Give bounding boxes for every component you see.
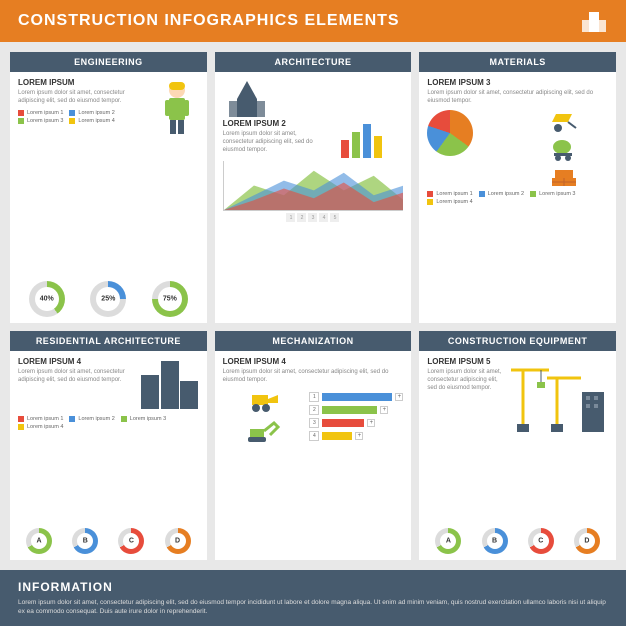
donut: 25%: [90, 281, 126, 317]
donut: 40%: [29, 281, 65, 317]
ring-C: C: [528, 528, 554, 554]
ring-C: C: [118, 528, 144, 554]
card-head: ENGINEERING: [10, 52, 207, 72]
hbar-row: 3+: [309, 418, 403, 428]
footer-title: INFORMATION: [18, 580, 608, 594]
card-equipment: CONSTRUCTION EQUIPMENT LOREM IPSUM 5 Lor…: [419, 331, 616, 560]
legend-item: Lorem ipsum 3: [121, 416, 166, 422]
legend-item: Lorem ipsum 3: [530, 191, 575, 197]
area-chart: [223, 161, 404, 211]
card-head: MATERIALS: [419, 52, 616, 72]
card-title: LOREM IPSUM 2: [223, 119, 317, 128]
building-icon: [580, 10, 608, 32]
donut-row: 40% 25% 75%: [18, 281, 199, 317]
excavator-icon: [246, 419, 282, 443]
card-head: CONSTRUCTION EQUIPMENT: [419, 331, 616, 351]
x-tick: 4: [319, 213, 328, 222]
mixer-icon: [550, 137, 578, 161]
pie-chart: [427, 110, 473, 156]
skyscraper-icon: [223, 81, 271, 117]
card-text: Lorem ipsum dolor sit amet, consectetur …: [427, 369, 506, 392]
x-tick: 5: [330, 213, 339, 222]
legend-item: Lorem ipsum 2: [69, 416, 114, 422]
legend-item: Lorem ipsum 4: [69, 118, 114, 124]
card-head: RESIDENTIAL ARCHITECTURE: [10, 331, 207, 351]
cards-grid: ENGINEERING LOREM IPSUM Lorem ipsum dolo…: [0, 42, 626, 570]
card-title: LOREM IPSUM 4: [223, 357, 404, 366]
legend: Lorem ipsum 1 Lorem ipsum 2 Lorem ipsum 3 L…: [18, 416, 199, 430]
buildings-viz: [141, 361, 199, 409]
card-text: Lorem ipsum dolor sit amet, consectetur …: [223, 131, 317, 154]
x-tick: 2: [297, 213, 306, 222]
ring-D: D: [165, 528, 191, 554]
hbar-row: 1+: [309, 392, 403, 402]
footer-text: Lorem ipsum dolor sit amet, consectetur …: [18, 598, 608, 616]
legend: Lorem ipsum 1 Lorem ipsum 2 Lorem ipsum 3 L…: [427, 191, 608, 205]
bricks-icon: [550, 164, 578, 188]
bar: [363, 124, 371, 158]
card-title: LOREM IPSUM 3: [427, 78, 608, 87]
card-text: Lorem ipsum dolor sit amet, consectetur …: [223, 369, 404, 385]
legend-item: Lorem ipsum 1: [18, 110, 63, 116]
x-tick: 1: [286, 213, 295, 222]
card-mechanization: MECHANIZATION LOREM IPSUM 4 Lorem ipsum …: [215, 331, 412, 560]
card-title: LOREM IPSUM 4: [18, 357, 137, 366]
bar: [341, 140, 349, 158]
cranes-viz: [511, 357, 608, 432]
card-title: LOREM IPSUM: [18, 78, 151, 87]
footer: INFORMATION Lorem ipsum dolor sit amet, …: [0, 570, 626, 626]
card-title: LOREM IPSUM 5: [427, 357, 506, 366]
card-text: Lorem ipsum dolor sit amet, consectetur …: [18, 90, 151, 106]
ring-A: A: [435, 528, 461, 554]
card-head: MECHANIZATION: [215, 331, 412, 351]
hbar-chart: 1+ 2+ 3+ 4+: [309, 389, 403, 444]
ring-A: A: [26, 528, 52, 554]
building-bar: [161, 361, 179, 409]
hbar-row: 2+: [309, 405, 403, 415]
card-residential: RESIDENTIAL ARCHITECTURE LOREM IPSUM 4 L…: [10, 331, 207, 560]
x-tick: 3: [308, 213, 317, 222]
abcd-donuts: ABCD: [18, 528, 199, 554]
card-architecture: ARCHITECTURE LOREM IPSUM 2 Lorem ipsum d…: [215, 52, 412, 323]
ring-D: D: [574, 528, 600, 554]
loader-icon: [246, 389, 282, 413]
crane-icon: [511, 362, 551, 432]
legend: Lorem ipsum 1 Lorem ipsum 2 Lorem ipsum 3 L…: [18, 110, 151, 124]
ring-B: B: [482, 528, 508, 554]
building-bar: [180, 381, 198, 409]
abcd-donuts: ABCD: [427, 528, 608, 554]
legend-item: Lorem ipsum 4: [18, 424, 63, 430]
card-head: ARCHITECTURE: [215, 52, 412, 72]
hbar-row: 4+: [309, 431, 403, 441]
header: CONSTRUCTION INFOGRAPHICS ELEMENTS: [0, 0, 626, 42]
x-axis: 12345: [223, 213, 404, 222]
card-materials: MATERIALS LOREM IPSUM 3 Lorem ipsum dolo…: [419, 52, 616, 323]
worker-icon: [155, 78, 199, 138]
legend-item: Lorem ipsum 2: [479, 191, 524, 197]
legend-item: Lorem ipsum 1: [427, 191, 472, 197]
bar: [374, 136, 382, 158]
page-title: CONSTRUCTION INFOGRAPHICS ELEMENTS: [18, 12, 400, 30]
building-bar: [141, 375, 159, 409]
legend-item: Lorem ipsum 2: [69, 110, 114, 116]
legend-item: Lorem ipsum 1: [18, 416, 63, 422]
card-text: Lorem ipsum dolor sit amet, consectetur …: [18, 369, 137, 385]
bar: [352, 132, 360, 158]
legend-item: Lorem ipsum 3: [18, 118, 63, 124]
card-text: Lorem ipsum dolor sit amet, consectetur …: [427, 90, 608, 106]
legend-item: Lorem ipsum 4: [427, 199, 472, 205]
bar-chart: [320, 118, 403, 158]
building-icon: [578, 392, 608, 432]
wheelbarrow-icon: [550, 110, 578, 134]
card-engineering: ENGINEERING LOREM IPSUM Lorem ipsum dolo…: [10, 52, 207, 323]
donut: 75%: [152, 281, 188, 317]
ring-B: B: [72, 528, 98, 554]
